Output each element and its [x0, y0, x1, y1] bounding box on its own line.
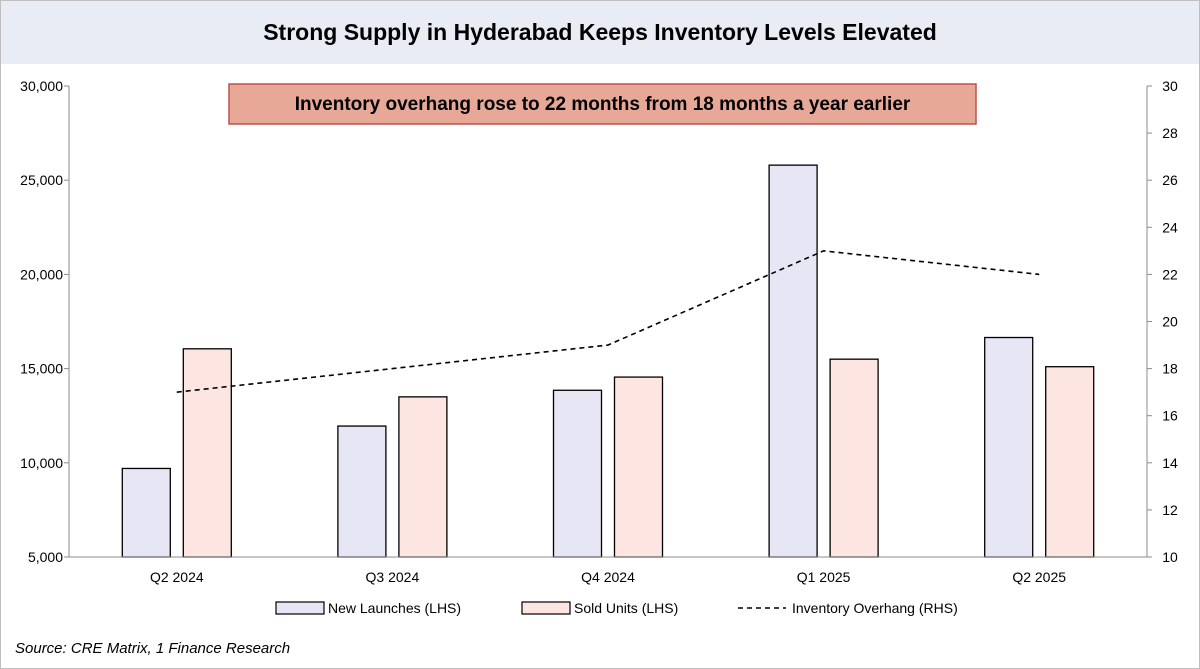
bar-sold-units [1045, 366, 1095, 558]
right-tick-label: 16 [1162, 408, 1178, 424]
x-tick-label: Q1 2025 [797, 569, 851, 585]
right-tick-label: 20 [1162, 314, 1178, 330]
left-tick-label: 10,000 [20, 455, 63, 471]
bar-new-launches [984, 336, 1034, 558]
right-tick-label: 28 [1162, 125, 1178, 141]
x-tick-label: Q3 2024 [366, 569, 420, 585]
annotation-box [228, 83, 977, 125]
right-tick-label: 24 [1162, 219, 1178, 235]
x-tick-label: Q2 2024 [150, 569, 204, 585]
right-tick-label: 22 [1162, 266, 1178, 282]
left-tick-label: 30,000 [20, 78, 63, 94]
bar-new-launches [121, 467, 171, 558]
left-tick-label: 5,000 [28, 549, 63, 565]
legend-new-launches-label: New Launches (LHS) [328, 600, 461, 616]
legend-new-launches-swatch [275, 601, 325, 615]
legend-inventory-overhang-label: Inventory Overhang (RHS) [792, 600, 958, 616]
line-layer [176, 250, 1040, 393]
left-tick-label: 15,000 [20, 361, 63, 377]
x-tick-label: Q2 2025 [1012, 569, 1066, 585]
legend-sold-units-label: Sold Units (LHS) [574, 600, 678, 616]
bar-sold-units [182, 348, 232, 558]
annotation-text: Inventory overhang rose to 22 months fro… [295, 94, 911, 115]
source-note: Source: CRE Matrix, 1 Finance Research [15, 640, 291, 657]
bars-layer [121, 164, 1095, 558]
bar-sold-units [613, 376, 664, 558]
x-tick-label: Q4 2024 [581, 569, 635, 585]
bar-sold-units [398, 396, 448, 558]
annotation-callout: Inventory overhang rose to 22 months fro… [228, 83, 977, 125]
left-tick-label: 20,000 [20, 266, 63, 282]
right-tick-label: 26 [1162, 172, 1178, 188]
bar-new-launches [337, 425, 387, 558]
right-tick-label: 10 [1162, 549, 1178, 565]
left-tick-label: 25,000 [20, 172, 63, 188]
legend-new-launches: New Launches (LHS) [275, 600, 461, 616]
axes-layer: 5,000 10,000 15,000 20,000 25,000 30,000 10 12 1… [20, 78, 1178, 585]
right-tick-label: 12 [1162, 502, 1178, 518]
legend-sold-units: Sold Units (LHS) [521, 600, 678, 616]
legend-sold-units-swatch [521, 601, 571, 615]
right-tick-label: 30 [1162, 78, 1178, 94]
right-tick-label: 18 [1162, 361, 1178, 377]
inventory-overhang-line [176, 250, 1040, 393]
right-tick-label: 14 [1162, 455, 1178, 471]
chart-title: Strong Supply in Hyderabad Keeps Invento… [263, 19, 937, 45]
bar-new-launches [552, 389, 603, 558]
legend-inventory-overhang: Inventory Overhang (RHS) [738, 600, 958, 616]
title-bar: Strong Supply in Hyderabad Keeps Invento… [1, 1, 1199, 64]
legend: New Launches (LHS) Sold Units (LHS) Invent… [275, 600, 958, 616]
bar-sold-units [829, 358, 879, 558]
bar-new-launches [768, 164, 818, 558]
